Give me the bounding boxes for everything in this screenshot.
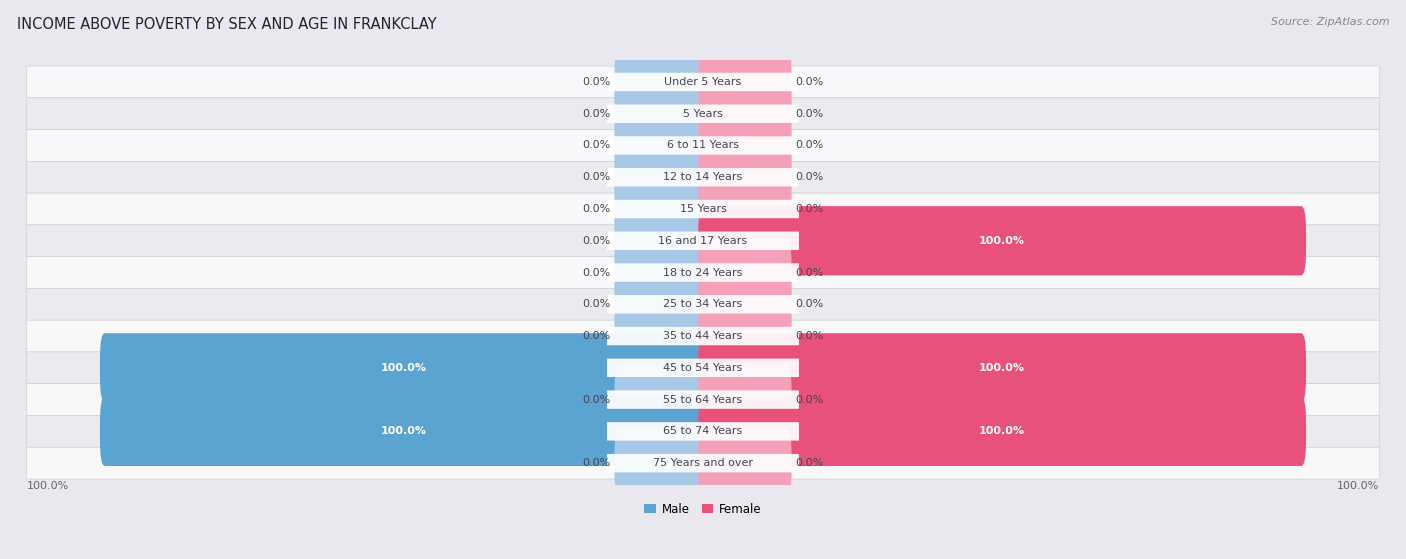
Text: 0.0%: 0.0% (582, 172, 610, 182)
FancyBboxPatch shape (614, 365, 707, 434)
FancyBboxPatch shape (699, 269, 792, 339)
Text: Under 5 Years: Under 5 Years (665, 77, 741, 87)
Text: 75 Years and over: 75 Years and over (652, 458, 754, 468)
FancyBboxPatch shape (27, 320, 1379, 352)
FancyBboxPatch shape (699, 333, 1306, 402)
FancyBboxPatch shape (614, 174, 707, 244)
FancyBboxPatch shape (699, 48, 792, 117)
FancyBboxPatch shape (27, 66, 1379, 98)
FancyBboxPatch shape (699, 365, 792, 434)
Text: 15 Years: 15 Years (679, 204, 727, 214)
FancyBboxPatch shape (699, 206, 1306, 276)
FancyBboxPatch shape (100, 397, 707, 466)
Text: 0.0%: 0.0% (796, 331, 824, 341)
Text: 55 to 64 Years: 55 to 64 Years (664, 395, 742, 405)
Text: 0.0%: 0.0% (796, 108, 824, 119)
Text: 0.0%: 0.0% (582, 268, 610, 277)
FancyBboxPatch shape (699, 397, 1306, 466)
FancyBboxPatch shape (607, 422, 799, 440)
FancyBboxPatch shape (607, 136, 799, 155)
FancyBboxPatch shape (607, 454, 799, 472)
Text: 5 Years: 5 Years (683, 108, 723, 119)
Text: 25 to 34 Years: 25 to 34 Years (664, 299, 742, 309)
FancyBboxPatch shape (27, 257, 1379, 288)
FancyBboxPatch shape (27, 415, 1379, 447)
Text: 0.0%: 0.0% (796, 268, 824, 277)
Text: 12 to 14 Years: 12 to 14 Years (664, 172, 742, 182)
Text: Source: ZipAtlas.com: Source: ZipAtlas.com (1271, 17, 1389, 27)
FancyBboxPatch shape (607, 73, 799, 91)
Text: 0.0%: 0.0% (582, 395, 610, 405)
FancyBboxPatch shape (614, 269, 707, 339)
Text: INCOME ABOVE POVERTY BY SEX AND AGE IN FRANKCLAY: INCOME ABOVE POVERTY BY SEX AND AGE IN F… (17, 17, 436, 32)
Text: 6 to 11 Years: 6 to 11 Years (666, 140, 740, 150)
FancyBboxPatch shape (614, 206, 707, 276)
FancyBboxPatch shape (607, 105, 799, 123)
Text: 0.0%: 0.0% (582, 331, 610, 341)
Text: 100.0%: 100.0% (381, 427, 427, 437)
FancyBboxPatch shape (27, 447, 1379, 479)
Text: 0.0%: 0.0% (796, 172, 824, 182)
FancyBboxPatch shape (614, 429, 707, 498)
FancyBboxPatch shape (27, 98, 1379, 130)
FancyBboxPatch shape (614, 301, 707, 371)
FancyBboxPatch shape (607, 390, 799, 409)
Text: 100.0%: 100.0% (979, 236, 1025, 246)
FancyBboxPatch shape (614, 111, 707, 180)
Text: 100.0%: 100.0% (27, 481, 69, 491)
FancyBboxPatch shape (699, 174, 792, 244)
FancyBboxPatch shape (607, 231, 799, 250)
FancyBboxPatch shape (607, 327, 799, 345)
FancyBboxPatch shape (699, 143, 792, 212)
Text: 16 and 17 Years: 16 and 17 Years (658, 236, 748, 246)
Text: 100.0%: 100.0% (979, 427, 1025, 437)
FancyBboxPatch shape (614, 143, 707, 212)
Text: 0.0%: 0.0% (582, 140, 610, 150)
FancyBboxPatch shape (27, 162, 1379, 193)
FancyBboxPatch shape (699, 238, 792, 307)
Text: 0.0%: 0.0% (582, 204, 610, 214)
Text: 100.0%: 100.0% (1337, 481, 1379, 491)
Text: 0.0%: 0.0% (582, 108, 610, 119)
Text: 0.0%: 0.0% (796, 204, 824, 214)
FancyBboxPatch shape (607, 200, 799, 218)
FancyBboxPatch shape (699, 429, 792, 498)
FancyBboxPatch shape (607, 168, 799, 187)
Text: 0.0%: 0.0% (582, 299, 610, 309)
Text: 0.0%: 0.0% (796, 395, 824, 405)
FancyBboxPatch shape (607, 295, 799, 314)
Text: 35 to 44 Years: 35 to 44 Years (664, 331, 742, 341)
Text: 65 to 74 Years: 65 to 74 Years (664, 427, 742, 437)
FancyBboxPatch shape (614, 48, 707, 117)
Text: 0.0%: 0.0% (582, 236, 610, 246)
FancyBboxPatch shape (27, 288, 1379, 320)
FancyBboxPatch shape (699, 301, 792, 371)
FancyBboxPatch shape (607, 263, 799, 282)
Legend: Male, Female: Male, Female (644, 503, 762, 515)
FancyBboxPatch shape (699, 111, 792, 180)
Text: 100.0%: 100.0% (381, 363, 427, 373)
Text: 0.0%: 0.0% (796, 299, 824, 309)
FancyBboxPatch shape (614, 238, 707, 307)
FancyBboxPatch shape (699, 79, 792, 148)
Text: 0.0%: 0.0% (582, 77, 610, 87)
Text: 100.0%: 100.0% (979, 363, 1025, 373)
FancyBboxPatch shape (27, 225, 1379, 257)
FancyBboxPatch shape (614, 79, 707, 148)
FancyBboxPatch shape (27, 130, 1379, 162)
Text: 0.0%: 0.0% (796, 140, 824, 150)
Text: 18 to 24 Years: 18 to 24 Years (664, 268, 742, 277)
FancyBboxPatch shape (607, 359, 799, 377)
FancyBboxPatch shape (27, 383, 1379, 415)
FancyBboxPatch shape (27, 352, 1379, 383)
FancyBboxPatch shape (27, 193, 1379, 225)
FancyBboxPatch shape (100, 333, 707, 402)
Text: 0.0%: 0.0% (582, 458, 610, 468)
Text: 45 to 54 Years: 45 to 54 Years (664, 363, 742, 373)
Text: 0.0%: 0.0% (796, 458, 824, 468)
Text: 0.0%: 0.0% (796, 77, 824, 87)
